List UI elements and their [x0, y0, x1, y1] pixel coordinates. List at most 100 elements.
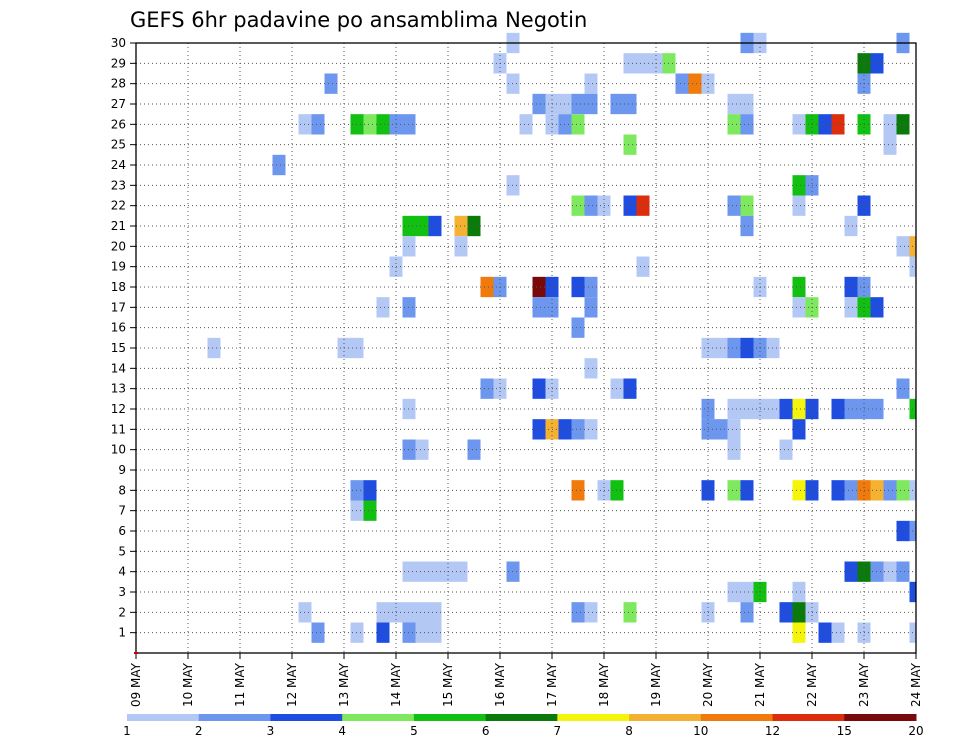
heatmap-cell — [571, 317, 585, 338]
heatmap-cell — [896, 378, 910, 399]
legend-label: 1 — [123, 724, 131, 738]
y-tick-label: 24 — [111, 158, 126, 172]
heatmap-cell — [727, 114, 741, 135]
heatmap-cell — [727, 581, 741, 603]
heatmap-cells — [207, 32, 916, 643]
legend-label: 3 — [267, 724, 275, 738]
heatmap-cell — [792, 114, 806, 135]
legend-label: 2 — [195, 724, 203, 738]
heatmap-cell — [532, 93, 546, 115]
heatmap-cell — [311, 114, 325, 135]
heatmap-cell — [844, 276, 858, 298]
heatmap-cell — [740, 93, 754, 115]
heatmap-cell — [480, 378, 494, 399]
y-tick-label: 10 — [111, 443, 126, 457]
legend-swatch — [557, 714, 630, 721]
heatmap-cell — [415, 215, 429, 237]
chart-title: GEFS 6hr padavine po ansamblima Negotin — [130, 8, 587, 32]
heatmap-cell — [792, 195, 806, 216]
heatmap-cell — [740, 602, 754, 623]
y-tick-label: 17 — [111, 300, 126, 314]
y-tick-label: 13 — [111, 382, 126, 396]
heatmap-cell — [675, 73, 689, 94]
heatmap-cell — [883, 561, 897, 582]
heatmap-cell — [532, 297, 546, 318]
y-tick-label: 2 — [118, 605, 126, 619]
legend-swatch — [342, 714, 415, 721]
heatmap-cell — [727, 480, 741, 501]
heatmap-cell — [415, 561, 429, 582]
heatmap-cell — [519, 114, 533, 135]
legend-label: 10 — [693, 724, 708, 738]
heatmap-cell — [740, 398, 754, 420]
heatmap-cell — [792, 297, 806, 318]
heatmap-cell — [428, 215, 442, 237]
x-tick-label: 15 MAY — [441, 662, 455, 707]
heatmap-cell — [896, 114, 910, 135]
heatmap-cell — [831, 398, 845, 420]
heatmap-cell — [376, 602, 390, 623]
y-tick-label: 26 — [111, 117, 126, 131]
heatmap-cell — [363, 500, 377, 521]
heatmap-cell — [623, 93, 637, 115]
x-tick-label: 22 MAY — [805, 662, 819, 707]
legend-label: 4 — [338, 724, 346, 738]
heatmap-cell — [584, 93, 598, 115]
y-tick-label: 21 — [111, 219, 126, 233]
heatmap-cell — [779, 439, 793, 460]
y-tick-label: 6 — [118, 524, 126, 538]
heatmap-cell — [844, 561, 858, 582]
heatmap-cell — [831, 114, 845, 135]
legend-swatch — [485, 714, 558, 721]
heatmap-cell — [896, 236, 910, 257]
heatmap-cell — [636, 195, 650, 216]
heatmap-cell — [428, 602, 442, 623]
heatmap-cell — [792, 581, 806, 603]
heatmap-cell — [883, 134, 897, 155]
heatmap-cell — [896, 520, 910, 542]
heatmap-cell — [792, 480, 806, 501]
heatmap-cell — [727, 195, 741, 216]
heatmap-cell — [883, 480, 897, 501]
heatmap-cell — [740, 114, 754, 135]
heatmap-cell — [727, 439, 741, 460]
y-tick-label: 7 — [118, 504, 126, 518]
heatmap-cell — [883, 114, 897, 135]
heatmap-cell — [831, 480, 845, 501]
heatmap-cell — [376, 622, 390, 643]
heatmap-cell — [532, 276, 546, 298]
x-tick-label: 09 MAY — [129, 662, 143, 707]
y-tick-label: 19 — [111, 260, 126, 274]
x-tick-label: 23 MAY — [857, 662, 871, 707]
heatmap-cell — [636, 53, 650, 74]
x-tick-label: 24 MAY — [909, 662, 923, 707]
heatmap-cell — [727, 398, 741, 420]
y-tick-label: 25 — [111, 138, 126, 152]
heatmap-cell — [571, 276, 585, 298]
heatmap-cell — [376, 297, 390, 318]
y-axis: 1234567891011121314151617181920212223242… — [111, 36, 136, 640]
heatmap-cell — [740, 581, 754, 603]
heatmap-cell — [636, 256, 650, 277]
y-tick-label: 11 — [111, 422, 126, 436]
legend-swatch — [629, 714, 702, 721]
heatmap-cell — [207, 337, 221, 359]
heatmap-cell — [415, 439, 429, 460]
heatmap-cell — [779, 398, 793, 420]
heatmap-cell — [584, 195, 598, 216]
legend-label: 5 — [410, 724, 418, 738]
x-tick-label: 11 MAY — [233, 662, 247, 707]
y-tick-label: 4 — [118, 565, 126, 579]
heatmap-cell — [571, 195, 585, 216]
y-tick-label: 27 — [111, 97, 126, 111]
legend-swatch — [270, 714, 343, 721]
heatmap-cell — [792, 175, 806, 196]
heatmap-cell — [428, 561, 442, 582]
heatmap-cell — [792, 602, 806, 623]
legend-swatch — [127, 714, 200, 721]
heatmap-cell — [844, 398, 858, 420]
heatmap-cell — [740, 337, 754, 359]
heatmap-cell — [623, 53, 637, 74]
y-tick-label: 15 — [111, 341, 126, 355]
